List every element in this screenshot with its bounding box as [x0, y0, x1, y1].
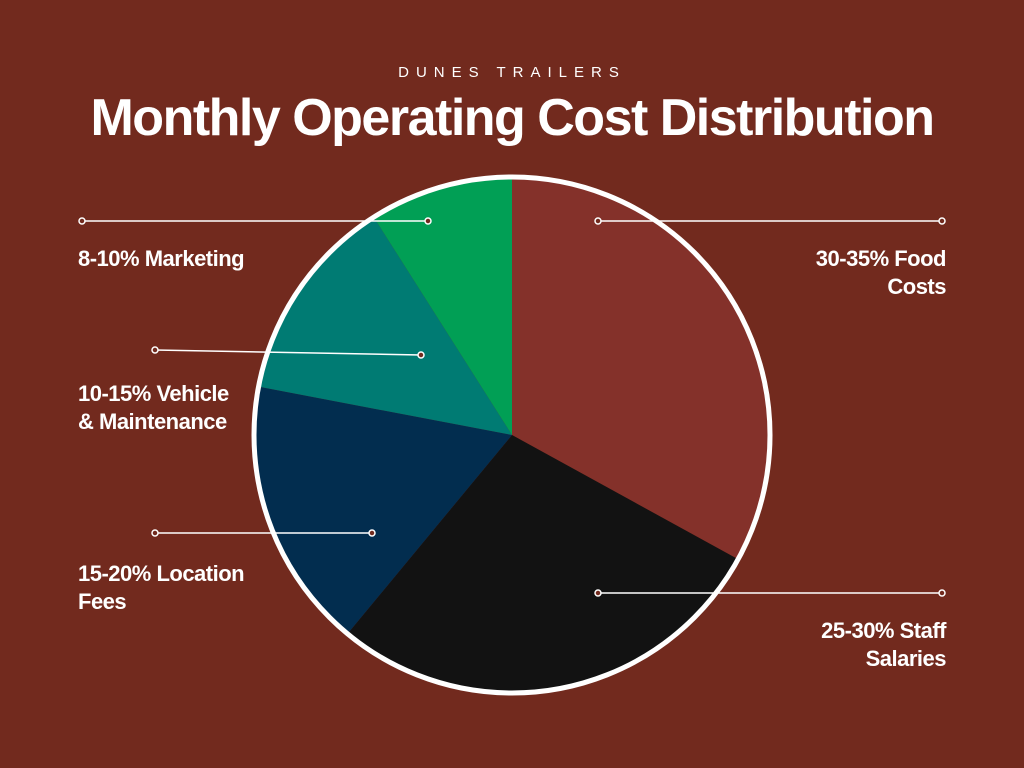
chart-title: Monthly Operating Cost Distribution [90, 89, 935, 147]
leader-dot [594, 589, 602, 597]
pie-slice [258, 217, 512, 435]
leader-dot [938, 589, 946, 597]
slice-label: 25-30% Staff Salaries [821, 618, 946, 671]
chart-subtitle: DUNES TRAILERS [398, 64, 626, 81]
leader-dot [151, 346, 159, 354]
leader-dot [78, 217, 86, 225]
slice-label: 8-10% Marketing [78, 246, 245, 271]
pie-slice [347, 435, 739, 693]
leader-dot [368, 529, 376, 537]
slice-label: 15-20% Location Fees [78, 561, 245, 614]
pie-border [251, 174, 773, 696]
slice-label: 10-15% Vehicle & Maintenance [78, 381, 229, 434]
pie-slice [373, 177, 512, 435]
leader-dot [417, 351, 425, 359]
leader-dot [938, 217, 946, 225]
pie-slice [512, 177, 770, 560]
leader-dot [151, 529, 159, 537]
leader-dot [594, 217, 602, 225]
slice-label: 30-35% Food Costs [815, 246, 947, 299]
leader-dot [424, 217, 432, 225]
leader-line [154, 349, 422, 356]
pie-slice [254, 386, 512, 634]
